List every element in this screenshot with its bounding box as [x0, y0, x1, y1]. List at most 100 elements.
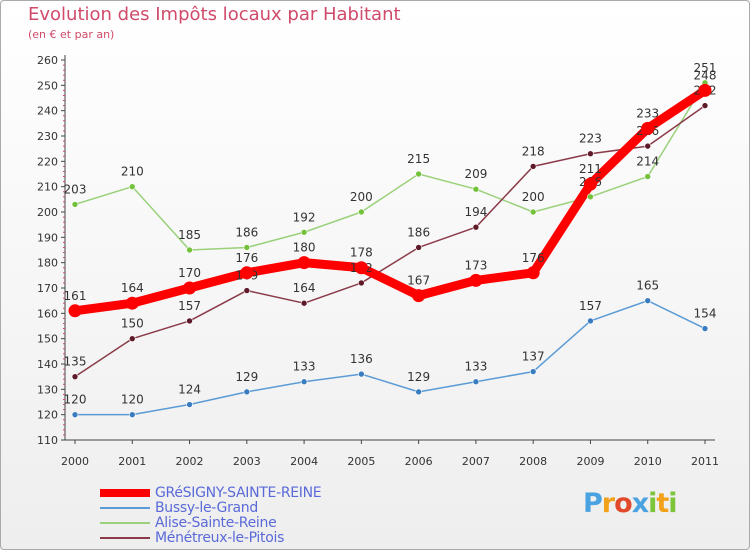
x-tick-label: 2011	[691, 455, 719, 468]
y-tick-label: 230	[37, 130, 58, 143]
legend-swatch-bussy	[100, 506, 150, 509]
data-point	[297, 256, 311, 270]
data-point	[472, 185, 480, 193]
data-label: 167	[407, 274, 430, 288]
data-point	[243, 287, 251, 294]
data-label: 200	[522, 190, 545, 204]
logo-letter: x	[631, 488, 649, 519]
y-tick-label: 190	[37, 231, 58, 244]
data-point	[125, 296, 139, 310]
legend-item-menetreux: Ménétreux-le-Pitois	[100, 529, 321, 546]
x-tick-label: 2005	[347, 455, 375, 468]
legend-label-gresigny: GRéSIGNY-SAINTE-REINE	[155, 484, 322, 501]
legend-item-bussy: Bussy-le-Grand	[100, 500, 321, 516]
data-label: 192	[293, 210, 316, 224]
data-label: 135	[64, 355, 87, 369]
data-label: 164	[293, 281, 316, 295]
y-tick-label: 120	[37, 409, 58, 422]
x-tick-label: 2003	[233, 455, 261, 468]
data-label: 176	[235, 251, 258, 265]
data-point	[415, 388, 422, 396]
y-tick-label: 150	[37, 333, 58, 346]
data-label: 186	[235, 225, 258, 239]
y-tick-label: 240	[37, 105, 58, 118]
series-line-3	[70, 85, 710, 316]
logo-letter: P	[583, 488, 603, 519]
data-label: 129	[407, 370, 430, 384]
data-label: 214	[636, 155, 659, 169]
chart-title: Evolution des Impôts locaux par Habitant	[28, 4, 401, 25]
x-tick-label: 2006	[405, 455, 433, 468]
series-line-1	[74, 82, 706, 251]
data-label: 133	[293, 360, 316, 374]
data-point	[529, 368, 537, 375]
y-tick-label: 170	[37, 282, 58, 295]
x-tick-label: 2009	[576, 455, 604, 468]
data-point	[701, 102, 709, 109]
legend-swatch-alise	[100, 521, 150, 524]
y-tick-label: 140	[37, 358, 58, 371]
data-point	[128, 411, 136, 418]
data-label: 186	[407, 225, 430, 239]
x-tick-label: 2008	[519, 455, 547, 468]
x-tick-label: 2007	[462, 455, 490, 468]
data-point	[587, 150, 594, 158]
data-point	[243, 244, 251, 251]
proxiti-logo: Proxiti	[583, 488, 678, 519]
data-point	[358, 279, 365, 287]
legend-item-alise: Alise-Sainte-Reine	[100, 514, 321, 531]
legend-swatch-menetreux	[100, 536, 150, 539]
data-point	[240, 266, 254, 280]
data-point	[529, 208, 537, 216]
data-label: 170	[178, 266, 201, 280]
data-point	[415, 244, 422, 251]
legend-label-menetreux: Ménétreux-le-Pitois	[155, 529, 285, 546]
data-point	[68, 304, 82, 318]
data-label: 211	[579, 162, 602, 176]
y-tick-label: 130	[37, 383, 58, 396]
data-point	[472, 223, 480, 231]
logo-letter: i	[648, 488, 657, 519]
data-label: 120	[121, 393, 144, 407]
data-label: 150	[121, 317, 144, 331]
data-label: 164	[121, 281, 144, 295]
x-tick-label: 2001	[118, 455, 146, 468]
data-label: 136	[350, 352, 373, 366]
legend-label-alise: Alise-Sainte-Reine	[155, 514, 277, 531]
data-label: 154	[694, 307, 717, 321]
legend-item-gresigny: GRéSIGNY-SAINTE-REINE	[100, 484, 322, 501]
data-point	[128, 183, 136, 190]
data-point	[587, 193, 594, 201]
data-label: 215	[407, 152, 430, 166]
data-point	[128, 335, 136, 342]
data-label: 157	[178, 299, 201, 313]
chart-legend: GRéSIGNY-SAINTE-REINE Bussy-le-Grand Ali…	[100, 484, 322, 546]
data-label: 120	[64, 393, 87, 407]
data-point	[526, 266, 540, 280]
data-label: 251	[694, 61, 717, 75]
data-label: 173	[464, 258, 487, 272]
y-tick-label: 260	[37, 54, 58, 67]
data-point	[186, 246, 193, 254]
data-point	[186, 317, 193, 325]
data-point	[644, 297, 652, 304]
y-tick-label: 220	[37, 155, 58, 168]
data-label: 203	[64, 182, 87, 196]
data-point	[243, 388, 251, 396]
data-label: 133	[464, 360, 487, 374]
data-point	[415, 170, 422, 178]
legend-swatch-gresigny	[100, 488, 150, 497]
data-point	[186, 401, 193, 408]
data-label: 137	[522, 350, 545, 364]
data-label: 209	[464, 167, 487, 181]
data-point	[71, 373, 79, 380]
data-point	[644, 142, 652, 150]
data-label: 129	[235, 370, 258, 384]
data-label: 248	[694, 68, 717, 82]
data-point	[358, 370, 365, 378]
data-label: 124	[178, 383, 201, 397]
data-point	[354, 261, 368, 275]
x-tick-label: 2010	[634, 455, 662, 468]
data-point	[71, 201, 79, 208]
